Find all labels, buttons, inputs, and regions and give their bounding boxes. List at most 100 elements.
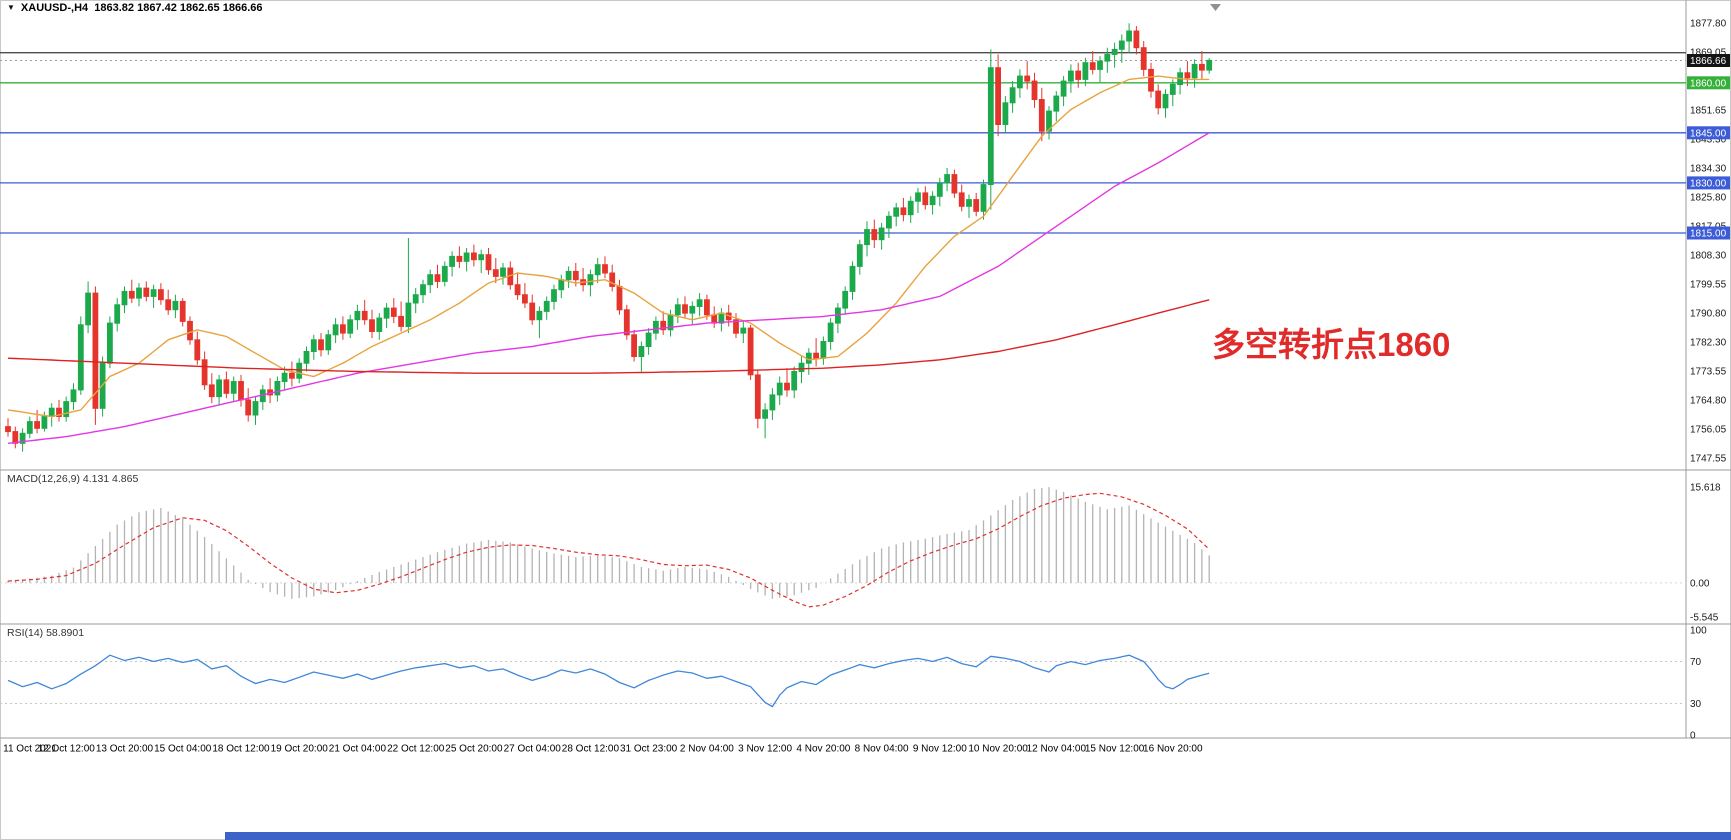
candle (1075, 70, 1082, 80)
chart-shift-marker-icon[interactable] (1210, 4, 1221, 11)
candle (995, 67, 1002, 125)
candle (492, 269, 499, 277)
price-badge: 1860.00 (1687, 76, 1730, 90)
candle (56, 407, 62, 418)
svg-text:1764.80: 1764.80 (1690, 396, 1727, 407)
candle (638, 346, 645, 357)
candle (398, 315, 405, 327)
svg-text:18 Oct 12:00: 18 Oct 12:00 (212, 744, 270, 755)
svg-text:27 Oct 04:00: 27 Oct 04:00 (504, 744, 562, 755)
candle (1111, 48, 1118, 55)
candle (1184, 72, 1191, 79)
candle (420, 284, 426, 296)
candle (602, 264, 608, 274)
candle (238, 381, 244, 401)
svg-text:1782.30: 1782.30 (1690, 338, 1727, 349)
candle (85, 292, 91, 326)
candle (820, 341, 827, 359)
svg-text:15 Nov 12:00: 15 Nov 12:00 (1085, 744, 1145, 755)
candle (1148, 68, 1154, 92)
candle (558, 279, 565, 291)
candle (653, 320, 659, 334)
svg-text:1790.80: 1790.80 (1690, 309, 1727, 320)
candle (143, 287, 150, 297)
candle (332, 324, 339, 336)
candle (296, 362, 303, 379)
candlesticks (5, 23, 1213, 452)
candle (1038, 99, 1045, 132)
candle (798, 362, 805, 373)
rsi-axis-label: 70 (1690, 657, 1702, 668)
svg-text:2 Nov 04:00: 2 Nov 04:00 (680, 744, 734, 755)
candle (187, 320, 193, 341)
candle (813, 352, 820, 359)
candle (48, 407, 55, 418)
candle (34, 421, 41, 429)
candle (631, 334, 638, 357)
candle (929, 195, 936, 206)
candle (1068, 70, 1074, 82)
candle (390, 307, 397, 317)
candle (1162, 93, 1169, 109)
candle (747, 327, 754, 376)
rsi-axis-label: 30 (1690, 699, 1702, 710)
candle (1199, 63, 1205, 71)
candle (1060, 80, 1067, 97)
ma-line-slow (7, 299, 1210, 374)
candle (645, 332, 652, 348)
candle (944, 174, 951, 184)
price-level-lines[interactable] (0, 52, 1686, 234)
candle (136, 287, 142, 299)
candle (842, 290, 849, 309)
candle (864, 229, 870, 246)
candle (551, 289, 557, 302)
chart-dropdown-icon[interactable]: ▼ (7, 3, 15, 12)
candle (121, 290, 128, 306)
candle (441, 265, 448, 282)
svg-text:19 Oct 20:00: 19 Oct 20:00 (271, 744, 329, 755)
svg-text:15 Oct 04:00: 15 Oct 04:00 (154, 744, 212, 755)
svg-text:1830.00: 1830.00 (1690, 178, 1727, 189)
candle (361, 310, 368, 321)
candle (478, 254, 485, 261)
candle (1155, 90, 1162, 109)
candle (987, 67, 994, 185)
candle (114, 304, 121, 324)
candle (660, 320, 667, 331)
candle (172, 300, 179, 311)
candle (485, 254, 492, 271)
chart-title: ▼ XAUUSD-,H4 1863.82 1867.42 1862.65 186… (7, 2, 262, 14)
candle (376, 317, 383, 333)
svg-text:11 Oct 2021: 11 Oct 2021 (3, 744, 57, 755)
candle (252, 401, 259, 416)
price-badge: 1830.00 (1687, 176, 1730, 190)
candle (784, 382, 790, 391)
candle (827, 322, 834, 343)
svg-text:1825.80: 1825.80 (1690, 193, 1727, 204)
candle (347, 319, 354, 334)
horizontal-scrollbar[interactable] (225, 832, 1731, 840)
chart-title-text: XAUUSD-,H4 1863.82 1867.42 1862.65 1866.… (20, 2, 263, 14)
svg-text:1869.05: 1869.05 (1690, 48, 1727, 59)
candle (383, 307, 390, 319)
candle (405, 302, 412, 328)
candle (19, 432, 26, 444)
candle (769, 394, 776, 411)
candle (456, 255, 463, 262)
candle (500, 267, 506, 277)
svg-text:31 Oct 23:00: 31 Oct 23:00 (620, 744, 678, 755)
candle (245, 399, 252, 416)
candle (762, 409, 769, 419)
candle (427, 274, 434, 286)
candle (223, 379, 230, 394)
svg-text:1747.55: 1747.55 (1690, 454, 1727, 465)
candle (303, 351, 310, 364)
candle (325, 334, 332, 351)
chart-text-annotation: 多空转折点1860 (1212, 326, 1451, 363)
svg-text:1845.00: 1845.00 (1690, 128, 1727, 139)
svg-text:25 Oct 20:00: 25 Oct 20:00 (445, 744, 503, 755)
svg-text:8 Nov 04:00: 8 Nov 04:00 (855, 744, 909, 755)
candle (871, 229, 878, 241)
